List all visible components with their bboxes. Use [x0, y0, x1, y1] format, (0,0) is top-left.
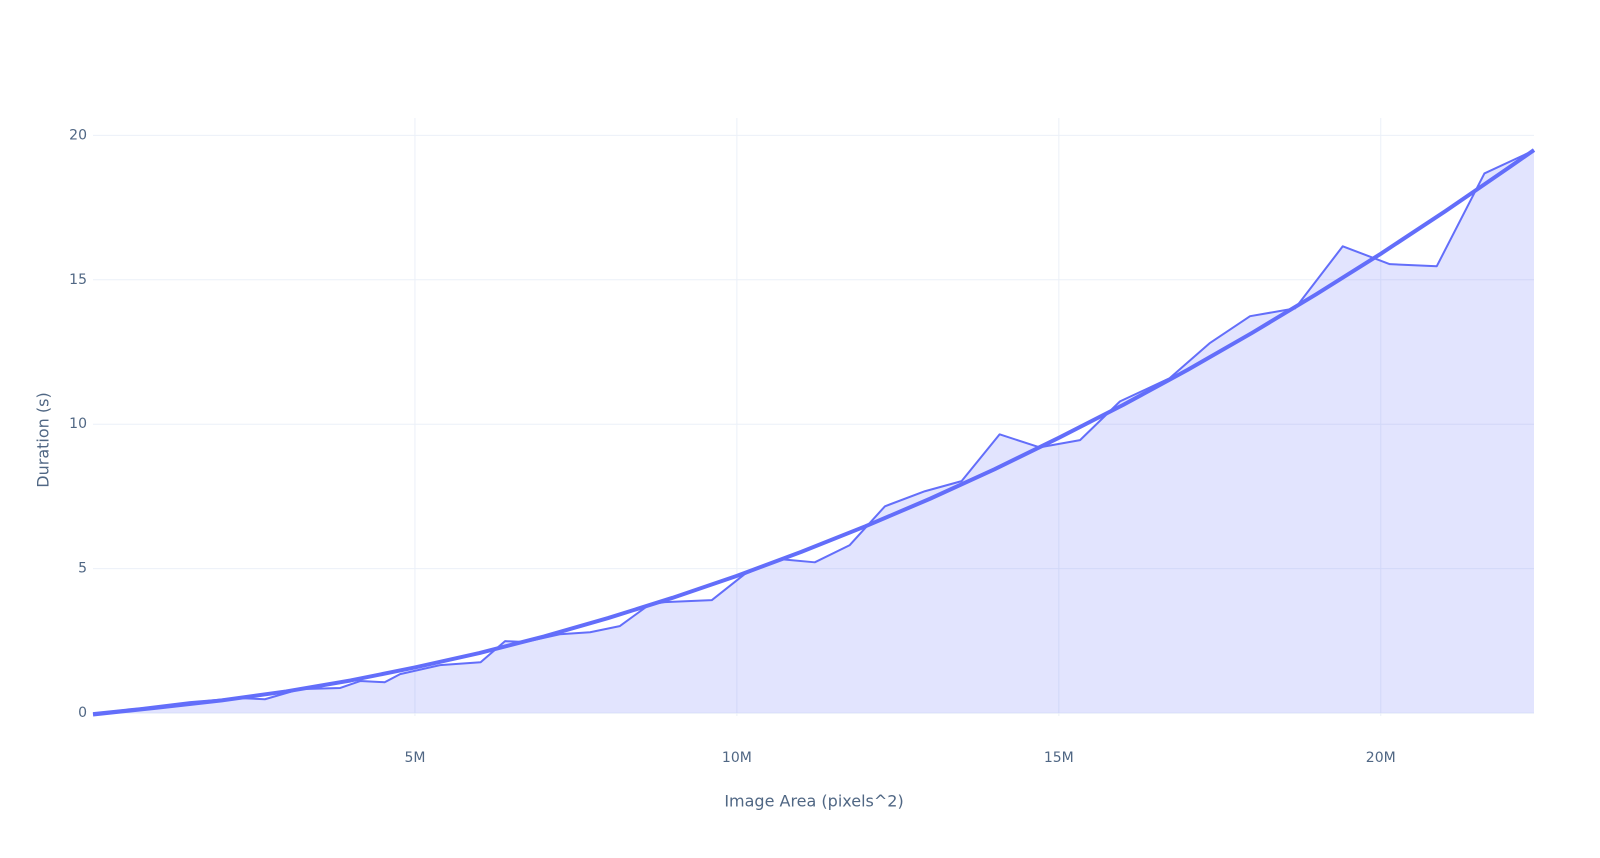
line — [92, 148, 1536, 717]
y-tick-label: 0 — [78, 705, 87, 721]
y-tick-label: 20 — [69, 127, 87, 143]
x-tick-label: 15M — [1044, 750, 1074, 766]
y-tick-label: 15 — [69, 272, 87, 288]
x-axis-title: Image Area (pixels^2) — [724, 792, 903, 811]
y-tick-label: 10 — [69, 416, 87, 432]
y-axis-title: Duration (s) — [34, 392, 53, 487]
x-tick-label: 5M — [404, 750, 425, 766]
x-tick-label: 20M — [1366, 750, 1396, 766]
x-tick-label: 10M — [722, 750, 752, 766]
y-tick-label: 5 — [78, 561, 87, 577]
line — [92, 149, 1535, 715]
area-fill — [93, 150, 1534, 714]
